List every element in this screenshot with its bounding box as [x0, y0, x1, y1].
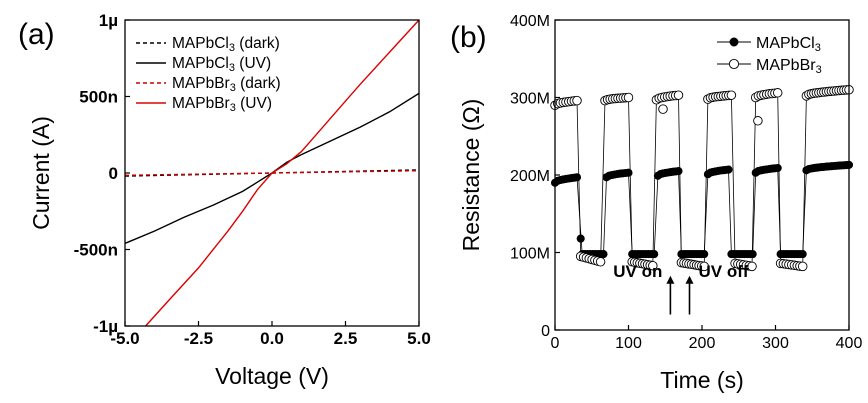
data-point — [623, 92, 634, 103]
x-tick-label: 5.0 — [407, 329, 431, 348]
data-point — [674, 167, 683, 176]
annotation-arrow-head — [666, 275, 675, 284]
data-point — [648, 260, 658, 271]
panel-b-y-axis-label: Resistance (Ω) — [458, 99, 484, 252]
y-tick-label: 0 — [541, 323, 550, 340]
x-tick-label: 400 — [836, 335, 863, 352]
x-tick-label: 0.0 — [260, 329, 284, 348]
panel-a-legend: MAPbCl3 (dark)MAPbCl3 (UV)MAPbBr3 (dark)… — [136, 35, 281, 114]
x-tick-label: 200 — [689, 335, 716, 352]
y-tick-label: 1µ — [99, 11, 118, 30]
legend-label: MAPbBr3 — [756, 57, 822, 76]
annotation-text: UV on — [613, 262, 662, 281]
panel-a-label: (a) — [18, 18, 55, 51]
x-tick-label: 2.5 — [334, 329, 358, 348]
y-tick-label: 500n — [79, 88, 118, 107]
legend-label: MAPbCl3 (dark) — [172, 35, 280, 54]
panel-b-x-axis-label: Time (s) — [660, 367, 743, 393]
legend-label: MAPbBr3 (dark) — [172, 75, 281, 94]
legend-label: MAPbCl3 — [756, 35, 821, 54]
panel-b-ticks: 0 100 200 300 400 0 100M 200M 300M 400M — [510, 13, 862, 352]
series-line-3 — [145, 19, 420, 327]
legend-swatch-marker — [728, 58, 740, 70]
data-point — [658, 104, 668, 114]
panel-b-annotations: UV on UV off — [613, 262, 749, 315]
x-tick-label: -2.5 — [184, 329, 213, 348]
panel-b-legend: MAPbCl3 MAPbBr3 — [717, 35, 822, 76]
data-point — [599, 250, 608, 259]
panel-a-plot-area — [124, 19, 420, 327]
data-point — [753, 116, 763, 126]
x-tick-label: -5.0 — [110, 329, 139, 348]
data-point — [772, 88, 783, 98]
y-tick-label: 400M — [510, 13, 550, 30]
legend-label: MAPbBr3 (UV) — [172, 95, 272, 114]
series-line-1 — [554, 89, 850, 267]
y-tick-label: -500n — [74, 241, 118, 260]
y-tick-label: 300M — [510, 91, 550, 108]
data-point — [699, 261, 709, 272]
data-point — [726, 90, 737, 100]
data-point — [773, 163, 782, 173]
x-tick-label: 100 — [615, 335, 642, 352]
x-tick-label: 0 — [551, 335, 560, 352]
legend-swatch-marker — [729, 37, 739, 47]
series-line-1 — [124, 92, 420, 245]
panel-b-plot-area — [550, 85, 854, 272]
panel-b-label: (b) — [450, 21, 487, 54]
data-point — [572, 173, 582, 182]
panel-a-x-axis-label: Voltage (V) — [215, 363, 329, 389]
panel-a-ticks: -5.0 -2.5 0.0 2.5 5.0 -1µ -500n 0 500n 1µ — [74, 11, 431, 348]
annotation-arrow-head — [685, 275, 694, 284]
legend-label: MAPbCl3 (UV) — [172, 55, 271, 74]
data-point — [797, 261, 808, 272]
panel-b: (b) 0 100 200 300 400 0 100M 200M 300M 400M Time … — [450, 13, 862, 393]
y-tick-label: 200M — [510, 168, 550, 185]
annotation-text: UV off — [699, 262, 749, 281]
data-point — [572, 95, 582, 106]
data-point — [624, 168, 633, 177]
panel-a-y-axis-label: Current (A) — [28, 116, 54, 230]
data-point — [724, 165, 733, 174]
y-tick-label: 0 — [109, 164, 118, 183]
data-point — [673, 90, 684, 100]
y-tick-label: -1µ — [93, 317, 118, 336]
panel-a: (a) -5.0 -2.5 0.0 2.5 5.0 -1µ -500n 0 500n 1µ Vol… — [18, 11, 431, 389]
y-tick-label: 100M — [510, 246, 550, 263]
x-tick-label: 300 — [762, 335, 789, 352]
data-point — [747, 261, 757, 272]
data-point — [595, 257, 606, 267]
data-point — [650, 250, 659, 259]
